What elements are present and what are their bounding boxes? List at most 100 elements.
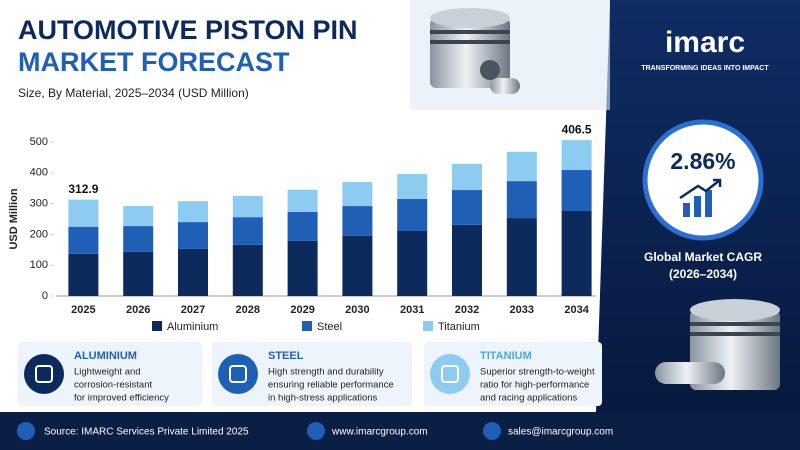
piston-pin [490,78,520,94]
bar-segment [123,206,154,227]
bar-segment [123,226,154,252]
piston-pin [480,60,500,80]
piston-ring [430,40,510,44]
footer-bar [0,412,800,450]
piston-body [430,18,510,88]
footer-email[interactable]: sales@imarcgroup.com [508,427,613,438]
icon-bar [694,196,701,217]
x-tick-label: 2029 [290,304,314,316]
x-tick-label: 2033 [510,304,534,316]
bar-segment [178,222,208,249]
y-tick-label: 100 [30,259,48,271]
footer-icon [17,422,35,440]
cagr-value: 2.86% [670,148,735,174]
bar-segment [452,190,482,225]
bar-segment [178,201,208,223]
footer-source: Source: IMARC Services Private Limited 2… [44,427,249,438]
feature-text: ratio for high-performance [480,380,589,391]
footer-website[interactable]: www.imarcgroup.com [331,427,428,438]
icon-bar [683,203,690,217]
legend-label: Titanium [438,321,480,333]
bar-segment [232,195,263,218]
feature-icon-glyph [441,365,459,383]
cagr-label: (2026–2034) [669,267,737,281]
piston-top [690,299,780,321]
feature-icon [24,354,64,394]
piston-ring [430,30,510,34]
bar-segment [561,170,592,211]
piston-image [430,8,520,94]
title: AUTOMOTIVE PISTON PIN [18,15,358,45]
feature-title: ALUMINIUM [74,350,137,362]
feature-title: STEEL [268,350,304,362]
feature-text: in high-stress applications [268,393,378,404]
feature-icon [218,354,258,394]
x-tick-label: 2031 [400,304,424,316]
y-tick-label: 200 [30,228,48,240]
y-tick-label: 300 [30,198,48,210]
bar-segment [397,231,428,296]
bar-segment [452,224,482,296]
feature-icon-glyph [229,365,247,383]
bar-segment [123,251,154,296]
piston-top [430,8,510,28]
feature-card [212,342,412,406]
bar-segment [506,181,537,219]
piston-pin [655,362,725,384]
feature-text: Lightweight and [74,367,141,378]
feature-text: ensuring reliable performance [268,380,394,391]
x-tick-label: 2034 [564,304,589,316]
bar-segment [561,140,592,171]
y-tick-label: 0 [42,290,48,302]
subtitle: Size, By Material, 2025–2034 (USD Millio… [18,86,249,100]
feature-card [424,342,602,406]
x-tick-label: 2026 [126,304,150,316]
bar-segment [287,189,318,212]
legend-swatch [423,321,433,331]
total-label: 312.9 [68,182,98,196]
bar-segment [68,226,99,254]
y-tick-label: 400 [30,167,48,179]
x-tick-label: 2032 [455,304,479,316]
feature-icon-glyph [35,365,53,383]
feature-text: and racing applications [480,393,577,404]
bar-segment [68,199,99,227]
y-axis-label: USD Million [8,188,20,249]
icon-bar [705,190,712,217]
bar-segment [287,211,318,241]
bar-segment [342,206,373,236]
bar-segment [232,217,263,245]
piston-image [655,299,780,390]
piston-ring [690,322,780,326]
piston-ring [690,332,780,336]
bar-segment [561,210,592,296]
bar-segment [397,174,428,199]
icon-arrow [679,178,722,200]
y-tick-label: 500 [30,136,48,148]
x-tick-label: 2025 [71,304,95,316]
feature-text: Superior strength-to-weight [480,367,595,378]
bar-segment [506,218,537,296]
feature-card [18,342,202,406]
cagr-circle [642,119,764,241]
bar-segment [68,253,99,296]
legend-swatch [152,321,162,331]
feature-text: High strength and durability [268,367,384,378]
footer-icon [483,422,501,440]
total-label: 406.5 [562,122,592,136]
x-tick-label: 2028 [236,304,260,316]
bar-segment [232,244,263,296]
cagr-label: Global Market CAGR [644,250,762,264]
growth-icon [679,178,722,217]
legend-label: Aluminium [167,321,218,333]
brand-tagline: TRANSFORMING IDEAS INTO IMPACT [641,65,769,72]
footer-icon [307,422,325,440]
bar-segment [506,151,537,182]
bar-segment [287,240,318,296]
title: MARKET FORECAST [18,47,290,77]
feature-text: corrosion-resistant [74,380,152,391]
feature-title: TITANIUM [480,350,532,362]
brand-name: imarc [665,26,745,59]
